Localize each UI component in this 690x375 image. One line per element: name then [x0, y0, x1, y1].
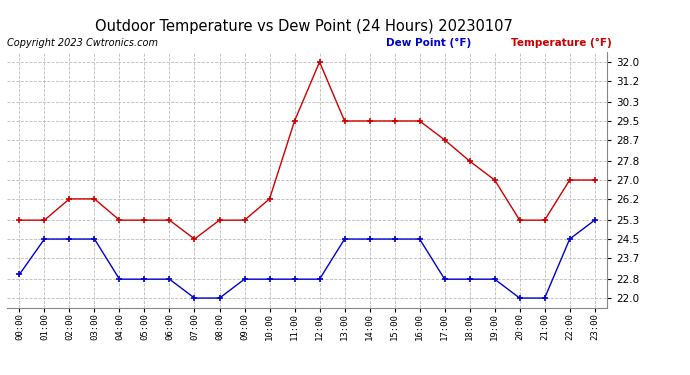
Text: Dew Point (°F): Dew Point (°F)	[386, 38, 472, 48]
Text: Copyright 2023 Cwtronics.com: Copyright 2023 Cwtronics.com	[7, 38, 158, 48]
Text: Temperature (°F): Temperature (°F)	[511, 38, 611, 48]
Text: Outdoor Temperature vs Dew Point (24 Hours) 20230107: Outdoor Temperature vs Dew Point (24 Hou…	[95, 19, 513, 34]
